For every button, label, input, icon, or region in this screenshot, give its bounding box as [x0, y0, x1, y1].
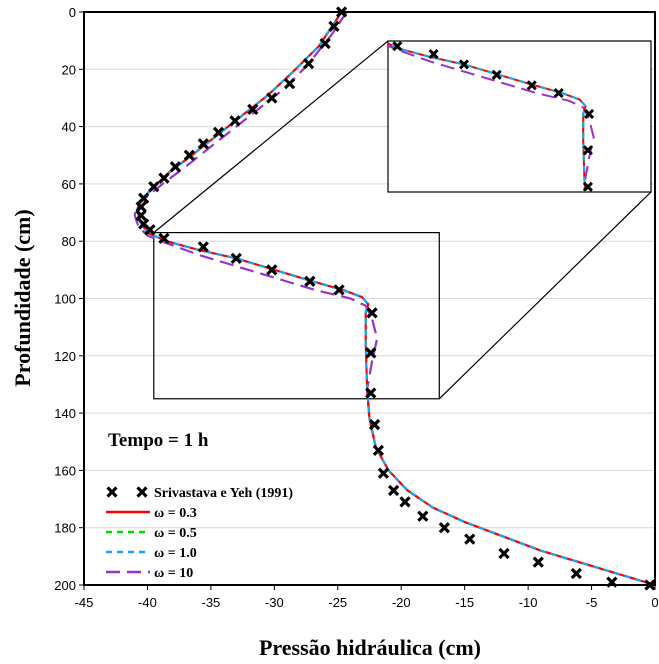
data-point	[138, 192, 150, 204]
data-point	[464, 533, 476, 545]
x-tick-label: -30	[265, 595, 284, 610]
x-tick-label: -5	[586, 595, 598, 610]
y-tick-label: 140	[54, 406, 76, 421]
data-point	[266, 92, 278, 104]
data-point	[365, 387, 377, 399]
data-point	[135, 209, 147, 222]
x-tick-label: -10	[519, 595, 538, 610]
inset-data-point	[582, 181, 593, 192]
data-point	[368, 418, 381, 431]
x-tick-label: -20	[392, 595, 411, 610]
inset-line-3	[388, 42, 587, 192]
legend-item: ω = 1.0	[106, 546, 197, 561]
y-tick-label: 100	[54, 292, 76, 307]
data-point	[135, 201, 147, 213]
legend-item: ω = 0.5	[106, 526, 197, 541]
data-point	[319, 37, 331, 50]
data-point	[197, 241, 209, 253]
inset-data-point	[392, 41, 403, 52]
data-point	[333, 284, 345, 296]
data-point	[197, 138, 209, 150]
legend-item: ω = 10	[106, 566, 193, 581]
data-point	[365, 347, 377, 359]
inset-data-point	[582, 145, 593, 156]
series-markers	[135, 6, 656, 591]
data-point	[302, 57, 315, 70]
data-point	[283, 77, 296, 90]
legend-marker	[136, 486, 148, 498]
data-point	[212, 126, 225, 138]
data-point	[387, 484, 400, 497]
data-point	[158, 232, 170, 244]
data-point	[183, 149, 195, 161]
inset-frame	[387, 40, 652, 193]
series-group	[133, 6, 656, 591]
y-tick-label: 120	[54, 349, 76, 364]
x-tick-label: -35	[201, 595, 220, 610]
y-tick-label: 200	[54, 578, 76, 593]
inset-data-point	[553, 88, 564, 99]
y-tick-label: 80	[62, 234, 76, 249]
inset-data-point	[491, 69, 502, 80]
inset-data-point	[428, 48, 439, 60]
x-axis-ticks: -45 -40 -35 -30 -25 -20 -15 -10 -5 0	[75, 585, 659, 610]
legend-label: ω = 0.3	[154, 506, 197, 521]
x-axis-title: Pressão hidráulica (cm)	[259, 635, 481, 660]
data-point	[377, 467, 390, 479]
data-point	[366, 307, 378, 319]
y-tick-label: 180	[54, 521, 76, 536]
inset-data-point	[458, 59, 470, 70]
legend-item: Srivastava e Yeh (1991)	[106, 486, 293, 501]
series-line-3	[136, 11, 656, 587]
legend-item: ω = 0.3	[106, 506, 197, 521]
data-point	[532, 556, 544, 568]
data-point	[417, 510, 429, 522]
data-point	[158, 172, 170, 184]
data-point	[266, 264, 278, 276]
x-tick-label: -45	[75, 595, 94, 610]
data-point	[144, 224, 156, 236]
data-point	[148, 181, 160, 193]
data-point	[169, 161, 181, 173]
x-tick-label: -40	[138, 595, 157, 610]
inset-data-point	[526, 80, 537, 91]
y-tick-label: 160	[54, 463, 76, 478]
zoom-connector	[153, 40, 389, 234]
y-tick-label: 60	[62, 177, 76, 192]
y-tick-label: 20	[62, 62, 76, 77]
legend-label: Srivastava e Yeh (1991)	[154, 486, 293, 501]
data-point	[229, 115, 241, 127]
zoom-region	[153, 40, 652, 400]
x-tick-label: -25	[328, 595, 347, 610]
x-tick-label: -15	[455, 595, 474, 610]
legend-label: ω = 0.5	[154, 526, 197, 541]
zoom-connector	[438, 191, 652, 400]
data-point	[304, 275, 316, 287]
inset-panel	[387, 40, 652, 193]
y-axis-title: Profundidade (cm)	[10, 209, 35, 386]
data-point	[230, 252, 242, 265]
data-point	[438, 522, 450, 534]
time-annotation: Tempo = 1 h	[108, 430, 209, 451]
data-point	[498, 547, 510, 560]
inset-series	[388, 41, 595, 192]
data-point	[399, 496, 411, 508]
y-tick-label: 40	[62, 120, 76, 135]
y-axis-ticks: 0 20 40 60 80 100 120 140 160 180 200	[54, 5, 84, 593]
legend-marker	[106, 486, 118, 498]
data-point	[247, 103, 259, 116]
y-tick-label: 0	[69, 5, 76, 20]
data-point	[570, 567, 582, 580]
data-point	[328, 20, 340, 32]
legend: Srivastava e Yeh (1991) ω = 0.3 ω = 0.5 ω =…	[106, 486, 293, 581]
legend-label: ω = 10	[154, 566, 193, 581]
x-tick-label: 0	[651, 595, 658, 610]
zoom-source-rect	[153, 232, 440, 400]
legend-label: ω = 1.0	[154, 546, 197, 561]
inset-data-point	[583, 108, 595, 119]
data-point	[372, 444, 385, 456]
